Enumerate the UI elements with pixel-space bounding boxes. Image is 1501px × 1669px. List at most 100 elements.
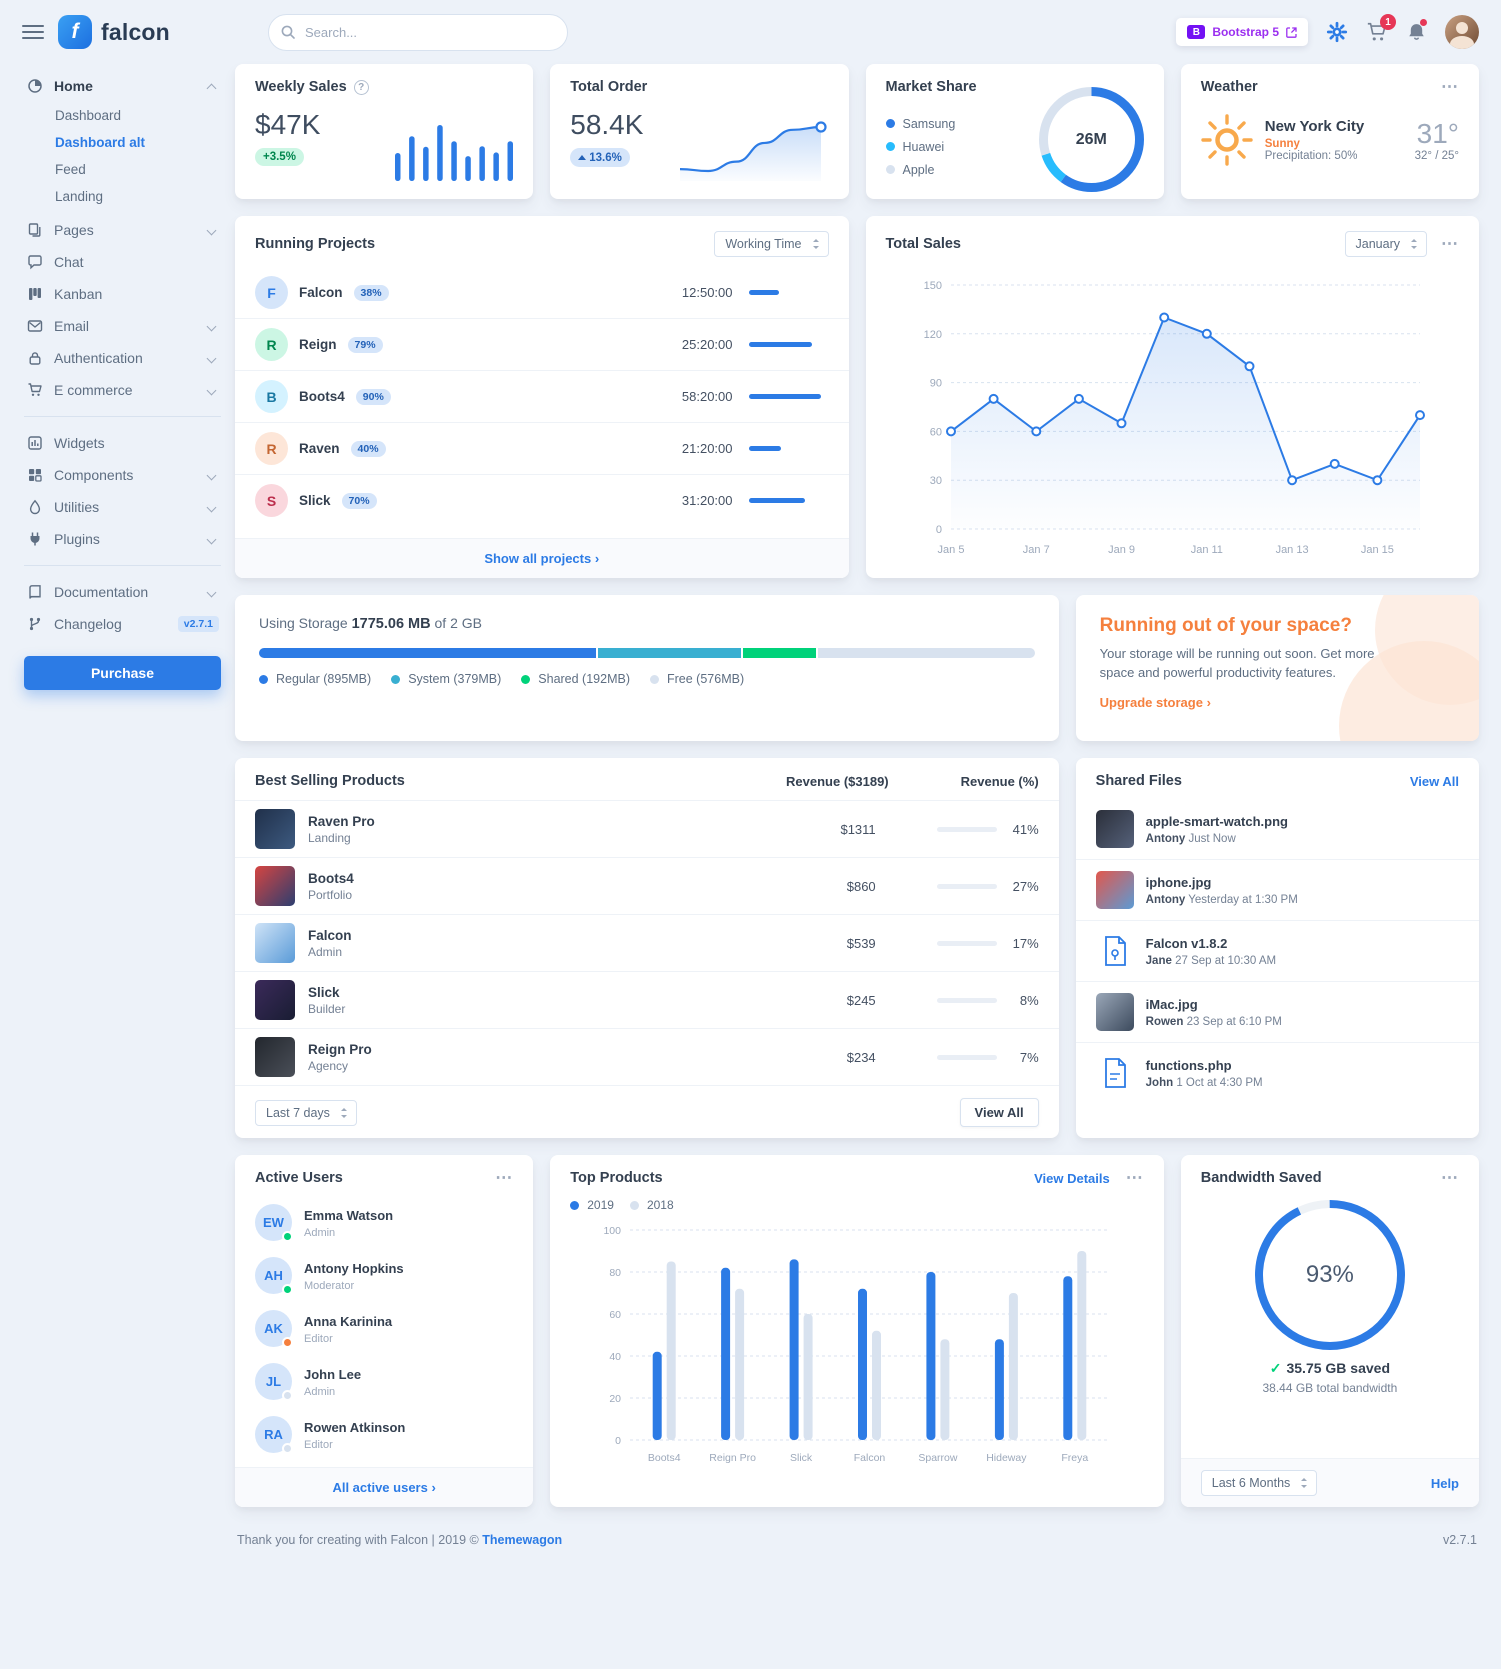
sidebar-item-kanban[interactable]: Kanban: [24, 278, 221, 310]
user-name[interactable]: Antony Hopkins: [304, 1260, 404, 1276]
sidebar-item-authentication[interactable]: Authentication: [24, 342, 221, 374]
product-name[interactable]: Boots4: [308, 870, 354, 886]
revenue-column-header: Revenue ($3189): [786, 773, 889, 789]
external-link-icon: [1286, 26, 1297, 38]
file-name[interactable]: iMac.jpg: [1145, 997, 1198, 1012]
help-icon[interactable]: ?: [353, 79, 369, 95]
bandwidth-total-text: 38.44 GB total bandwidth: [1262, 1381, 1398, 1395]
sidebar-item-email[interactable]: Email: [24, 310, 221, 342]
svg-text:0: 0: [615, 1435, 621, 1447]
user-name[interactable]: Anna Karinina: [304, 1313, 393, 1329]
help-link[interactable]: Help: [1430, 1475, 1459, 1491]
user-name[interactable]: Emma Watson: [304, 1207, 394, 1223]
card-menu-dots-icon[interactable]: ⋯: [1125, 1168, 1144, 1187]
shared-files-view-all-link[interactable]: View All: [1409, 773, 1459, 789]
view-all-button[interactable]: View All: [959, 1098, 1039, 1127]
brand-logo[interactable]: f falcon: [58, 15, 254, 49]
bandwidth-donut: 93%: [1254, 1200, 1405, 1350]
month-select[interactable]: January: [1344, 231, 1427, 257]
chevron-down-icon: [206, 534, 217, 544]
kanban-icon: [26, 286, 43, 302]
cart-count-badge: 1: [1380, 14, 1396, 30]
storage-segment: [598, 648, 742, 658]
sidebar-item-ecommerce[interactable]: E commerce: [24, 374, 221, 406]
product-row: Slick Builder $245 8%: [235, 971, 1059, 1028]
product-name[interactable]: Raven Pro: [308, 813, 375, 829]
space-warning-card: Running out of your space? Your storage …: [1075, 595, 1479, 741]
total-sales-card: Total Sales January ⋯ 0 30 60 90 120 150 Jan 5…: [865, 216, 1479, 578]
sidebar-item-widgets[interactable]: Widgets: [24, 427, 221, 459]
file-user: Antony: [1145, 894, 1186, 906]
sidebar-item-utilities[interactable]: Utilities: [24, 491, 221, 523]
view-details-link[interactable]: View Details: [1034, 1170, 1110, 1186]
show-all-projects-link[interactable]: Show all projects ›: [235, 538, 849, 578]
user-name[interactable]: Rowen Atkinson: [304, 1419, 406, 1435]
project-avatar: B: [255, 380, 288, 413]
main-content: Weekly Sales ? $47K +3.5% Total Order 58…: [235, 64, 1501, 1587]
user-row: AK Anna Karinina Editor: [235, 1302, 533, 1355]
file-name[interactable]: iphone.jpg: [1145, 875, 1212, 890]
revenue-pct-bar: [936, 1054, 997, 1060]
status-dot: [282, 1231, 293, 1242]
file-name[interactable]: Falcon v1.8.2: [1145, 936, 1228, 951]
sidebar-item-pages[interactable]: Pages: [24, 214, 221, 246]
purchase-button[interactable]: Purchase: [24, 656, 221, 690]
cart-icon[interactable]: 1: [1366, 14, 1396, 43]
project-name[interactable]: Boots4: [299, 389, 345, 404]
product-name[interactable]: Reign Pro: [308, 1041, 372, 1057]
product-row: Raven Pro Landing $1311 41%: [235, 800, 1059, 857]
product-name[interactable]: Slick: [308, 984, 340, 1000]
card-menu-dots-icon[interactable]: ⋯: [1441, 234, 1459, 253]
legend-dot: [259, 674, 268, 684]
user-avatar[interactable]: [1445, 15, 1479, 49]
notifications-bell-icon[interactable]: [1406, 19, 1427, 43]
revenue-pct-bar: [936, 997, 997, 1003]
sidebar-item-plugins[interactable]: Plugins: [24, 523, 221, 555]
date-range-select[interactable]: Last 7 days: [255, 1099, 357, 1126]
sidebar-item-home[interactable]: Home: [24, 70, 221, 102]
project-name[interactable]: Reign: [299, 337, 337, 352]
project-name[interactable]: Falcon: [299, 285, 343, 300]
svg-text:Jan 7: Jan 7: [1023, 544, 1050, 556]
sidebar-item-components[interactable]: Components: [24, 459, 221, 491]
user-avatar: JL: [255, 1363, 293, 1401]
bootstrap-badge[interactable]: B Bootstrap 5: [1176, 18, 1308, 46]
widgets-icon: [26, 435, 43, 451]
file-row: functions.php John 1 Oct at 4:30 PM: [1075, 1042, 1479, 1103]
file-user: Antony: [1145, 833, 1186, 845]
sidebar-item-landing[interactable]: Landing: [55, 189, 104, 204]
upgrade-storage-link[interactable]: Upgrade storage ›: [1099, 694, 1211, 710]
project-row: B Boots4 90% 58:20:00: [235, 370, 849, 422]
file-name[interactable]: functions.php: [1145, 1058, 1232, 1073]
months-select[interactable]: Last 6 Months: [1200, 1470, 1318, 1496]
legend-dot: [885, 142, 895, 151]
all-active-users-link[interactable]: All active users ›: [235, 1467, 534, 1507]
chevron-down-icon: [206, 470, 217, 480]
sidebar-item-dashboard[interactable]: Dashboard: [55, 108, 122, 123]
space-warning-title: Running out of your space?: [1099, 615, 1352, 636]
product-name[interactable]: Falcon: [308, 927, 352, 943]
file-name[interactable]: apple-smart-watch.png: [1145, 814, 1288, 829]
user-name[interactable]: John Lee: [304, 1366, 362, 1382]
sidebar-item-documentation[interactable]: Documentation: [24, 576, 221, 608]
card-menu-dots-icon[interactable]: ⋯: [1441, 1168, 1459, 1187]
card-menu-dots-icon[interactable]: ⋯: [1441, 77, 1459, 96]
project-name[interactable]: Slick: [299, 493, 331, 508]
project-time: 21:20:00: [681, 441, 733, 456]
sidebar-item-feed[interactable]: Feed: [55, 162, 86, 177]
sidebar-item-chat[interactable]: Chat: [24, 246, 221, 278]
project-name[interactable]: Raven: [299, 441, 340, 456]
settings-gear-icon[interactable]: [1326, 21, 1348, 43]
svg-text:Jan 5: Jan 5: [937, 544, 964, 556]
sidebar-item-changelog[interactable]: Changelog v2.7.1: [24, 608, 221, 640]
sidebar-item-dashboard-alt[interactable]: Dashboard alt: [55, 135, 146, 150]
project-progress-bar: [748, 498, 829, 503]
working-time-select[interactable]: Working Time: [714, 231, 829, 257]
card-menu-dots-icon[interactable]: ⋯: [495, 1168, 514, 1187]
weather-title: Weather: [1200, 79, 1258, 95]
themewagon-link[interactable]: Themewagon: [482, 1533, 563, 1547]
product-thumbnail: [255, 809, 295, 849]
hamburger-icon[interactable]: [22, 21, 44, 43]
svg-text:30: 30: [930, 475, 942, 487]
search-input[interactable]: [268, 13, 568, 51]
